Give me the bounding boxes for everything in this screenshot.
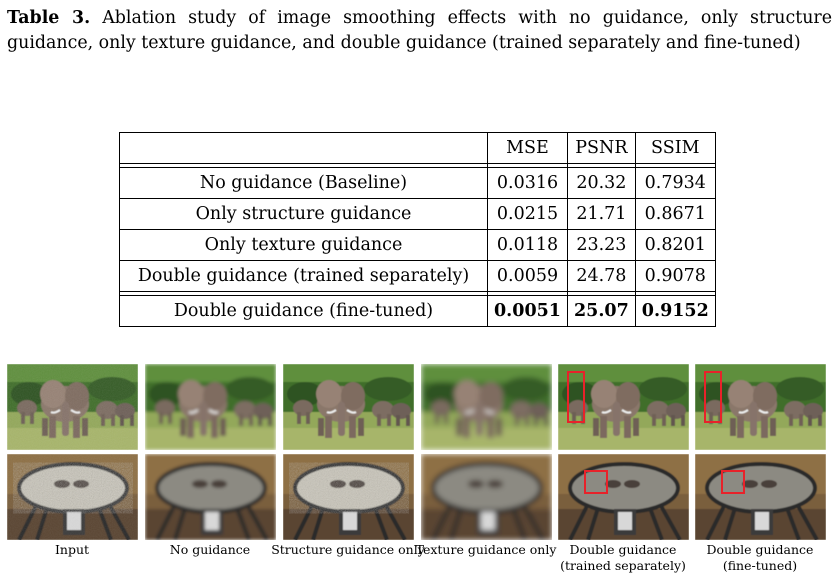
row-ssim: 0.9152 <box>634 295 716 327</box>
table-header-row: MSE PSNR SSIM <box>119 132 716 164</box>
row-mse: 0.0059 <box>487 260 568 292</box>
column-label-line2: (fine-tuned) <box>722 558 798 573</box>
row-psnr: 20.32 <box>566 167 636 199</box>
texture-result-image <box>283 454 414 540</box>
row-mse: 0.0051 <box>487 295 568 327</box>
column-label: Double guidance (trained separately) <box>543 542 703 574</box>
row-ssim: 0.8671 <box>634 198 716 230</box>
column-label: No guidance <box>130 542 290 558</box>
column-label-line1: No guidance <box>169 542 251 557</box>
results-table: MSE PSNR SSIM No guidance (Baseline) 0.0… <box>119 132 716 327</box>
elephant-result-image <box>558 364 689 450</box>
row-psnr: 21.71 <box>566 198 636 230</box>
column-label-line1: Input <box>54 542 90 557</box>
row-psnr: 24.78 <box>566 260 636 292</box>
row-mse: 0.0316 <box>487 167 568 199</box>
column-label-line1: Double guidance <box>569 542 677 557</box>
texture-result-image <box>145 454 276 540</box>
column-label: Double guidance (fine-tuned) <box>680 542 837 574</box>
header-method <box>119 132 488 164</box>
texture-result-image <box>421 454 552 540</box>
column-label: Input <box>0 542 152 558</box>
row-method: Double guidance (trained separately) <box>119 260 488 292</box>
row-method: Double guidance (fine-tuned) <box>119 295 488 327</box>
row-method: Only texture guidance <box>119 229 488 261</box>
row-psnr: 23.23 <box>566 229 636 261</box>
elephant-result-image <box>283 364 414 450</box>
row-ssim: 0.7934 <box>634 167 716 199</box>
header-psnr: PSNR <box>566 132 636 164</box>
caption-text: Ablation study of image smoothing effect… <box>7 8 833 53</box>
row-mse: 0.0215 <box>487 198 568 230</box>
texture-result-image <box>7 454 138 540</box>
table-row: Double guidance (trained separately) 0.0… <box>119 260 716 292</box>
header-mse: MSE <box>487 132 568 164</box>
table-caption: Table 3. Ablation study of image smoothi… <box>7 6 832 56</box>
row-mse: 0.0118 <box>487 229 568 261</box>
header-ssim: SSIM <box>634 132 716 164</box>
row-ssim: 0.8201 <box>634 229 716 261</box>
caption-label: Table 3. <box>7 8 91 28</box>
texture-result-image <box>695 454 826 540</box>
elephant-result-image <box>7 364 138 450</box>
row-method: No guidance (Baseline) <box>119 167 488 199</box>
column-label-line1: Structure guidance only <box>271 542 425 557</box>
elephant-result-image <box>695 364 826 450</box>
table-row: Only texture guidance 0.0118 23.23 0.820… <box>119 229 716 261</box>
row-method: Only structure guidance <box>119 198 488 230</box>
column-label-line2: (trained separately) <box>560 558 686 573</box>
table-row: Only structure guidance 0.0215 21.71 0.8… <box>119 198 716 230</box>
texture-result-image <box>558 454 689 540</box>
row-ssim: 0.9078 <box>634 260 716 292</box>
elephant-result-image <box>145 364 276 450</box>
elephant-result-image <box>421 364 552 450</box>
column-label: Structure guidance only <box>268 542 428 558</box>
column-label-line1: Double guidance <box>706 542 814 557</box>
row-psnr: 25.07 <box>566 295 636 327</box>
table-row: Double guidance (fine-tuned) 0.0051 25.0… <box>119 295 716 327</box>
column-label-line1: Texture guidance only <box>415 542 557 557</box>
table-row: No guidance (Baseline) 0.0316 20.32 0.79… <box>119 167 716 199</box>
column-label: Texture guidance only <box>406 542 566 558</box>
